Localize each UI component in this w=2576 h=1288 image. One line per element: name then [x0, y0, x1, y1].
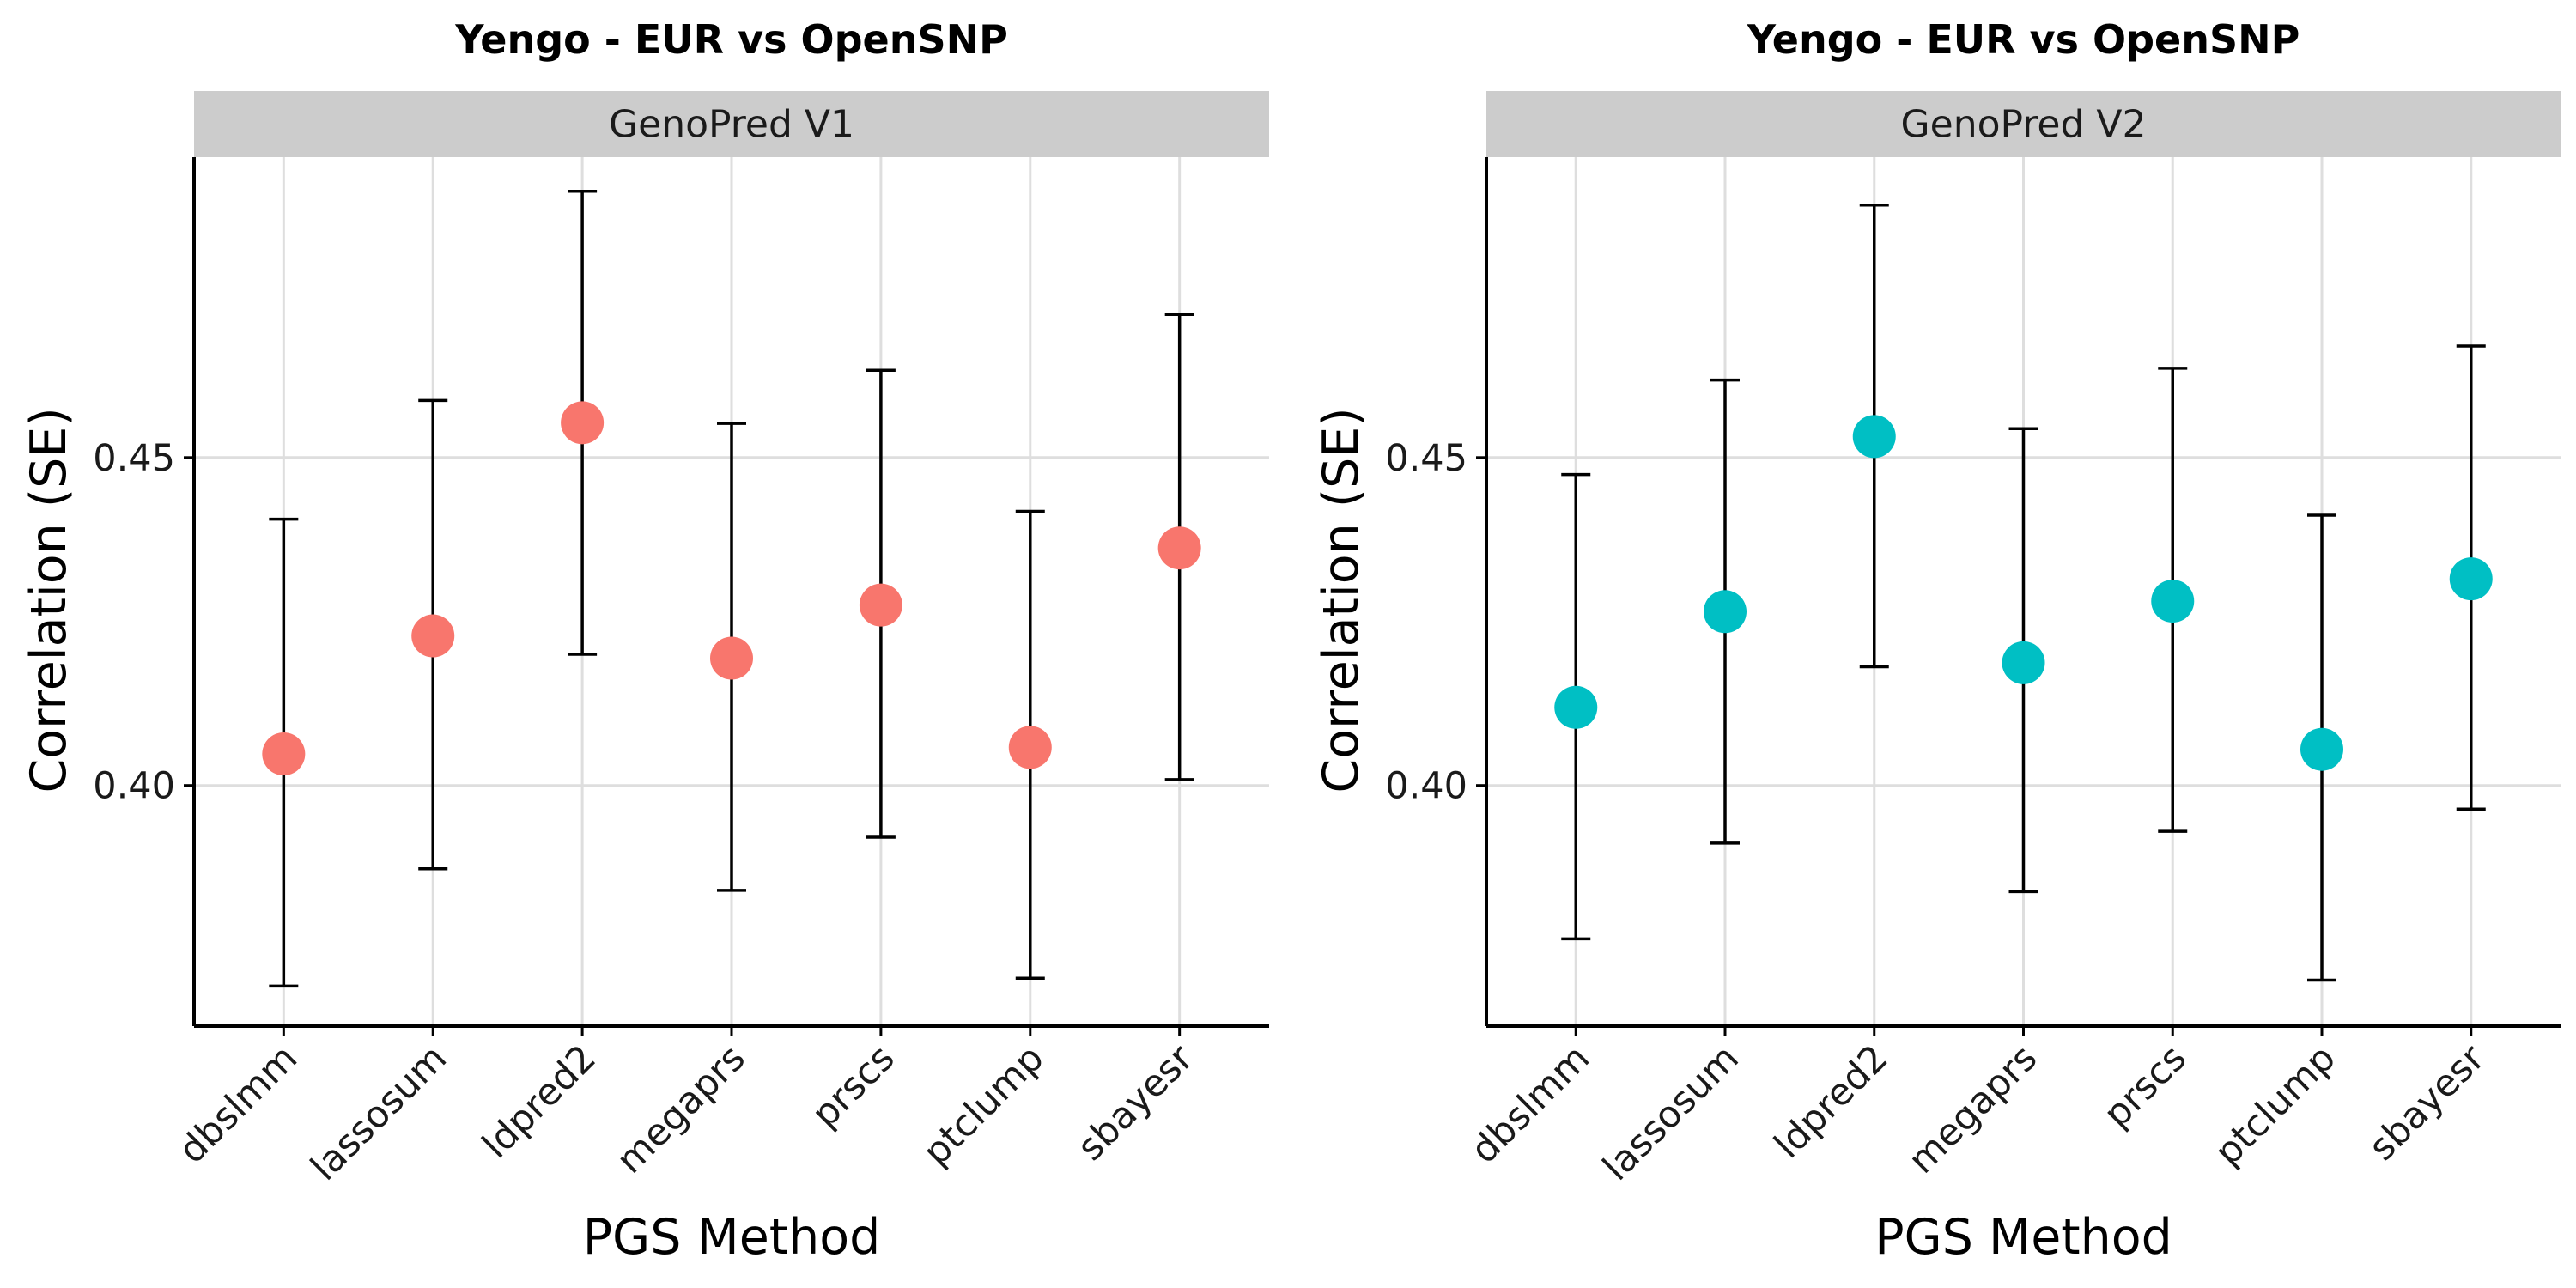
x-tick-label: prscs	[2095, 1036, 2195, 1136]
x-tick-label: ptclump	[2207, 1036, 2344, 1174]
data-point	[2300, 727, 2343, 771]
facet-label: GenoPred V2	[1901, 103, 2147, 147]
data-point	[262, 732, 306, 776]
chart-panel-2: Yengo - EUR vs OpenSNP GenoPred V2 0.40 0.4…	[1313, 16, 2561, 1266]
x-axis-title: PGS Method	[1874, 1209, 2172, 1266]
x-axis-title: PGS Method	[583, 1209, 881, 1266]
data-point	[561, 401, 605, 445]
facet-strip	[194, 91, 1269, 157]
y-tick-label: 0.45	[1385, 437, 1467, 480]
facet-label: GenoPred V1	[609, 103, 854, 147]
chart-title: Yengo - EUR vs OpenSNP	[454, 16, 1008, 63]
data-point	[710, 636, 753, 680]
data-point	[1554, 685, 1598, 729]
data-point	[1008, 726, 1052, 769]
data-point	[859, 583, 902, 627]
x-tick-label: ptclump	[915, 1036, 1053, 1174]
y-tick-label: 0.40	[1385, 765, 1467, 808]
x-tick-label: lassosum	[1595, 1036, 1747, 1188]
x-tick-label: dbslmm	[171, 1036, 306, 1171]
data-point	[411, 614, 455, 658]
data-point	[1704, 590, 1747, 634]
x-tick-label: sbayesr	[2360, 1036, 2493, 1169]
x-tick-label: sbayesr	[1069, 1036, 1201, 1169]
data-point	[2002, 641, 2045, 684]
x-tick-label: prscs	[804, 1036, 903, 1136]
y-axis-title: Correlation (SE)	[1313, 407, 1370, 793]
x-tick-label: lassosum	[303, 1036, 455, 1188]
data-point	[1157, 526, 1201, 570]
x-tick-label: megaprs	[609, 1036, 754, 1182]
x-tick-label: ldpred2	[474, 1036, 605, 1167]
data-point	[2151, 580, 2195, 623]
x-tick-label: dbslmm	[1463, 1036, 1598, 1171]
y-tick-label: 0.40	[93, 765, 175, 808]
x-tick-label: megaprs	[1900, 1036, 2045, 1182]
chart-panel-1: Yengo - EUR vs OpenSNP GenoPred V1 0.40 0.4…	[21, 16, 1269, 1266]
facet-strip	[1486, 91, 2561, 157]
data-point	[1852, 415, 1896, 459]
y-axis-title: Correlation (SE)	[21, 407, 77, 793]
y-tick-label: 0.45	[93, 437, 175, 480]
data-point	[2449, 557, 2493, 601]
x-tick-label: ldpred2	[1766, 1036, 1897, 1167]
chart-title: Yengo - EUR vs OpenSNP	[1747, 16, 2300, 63]
